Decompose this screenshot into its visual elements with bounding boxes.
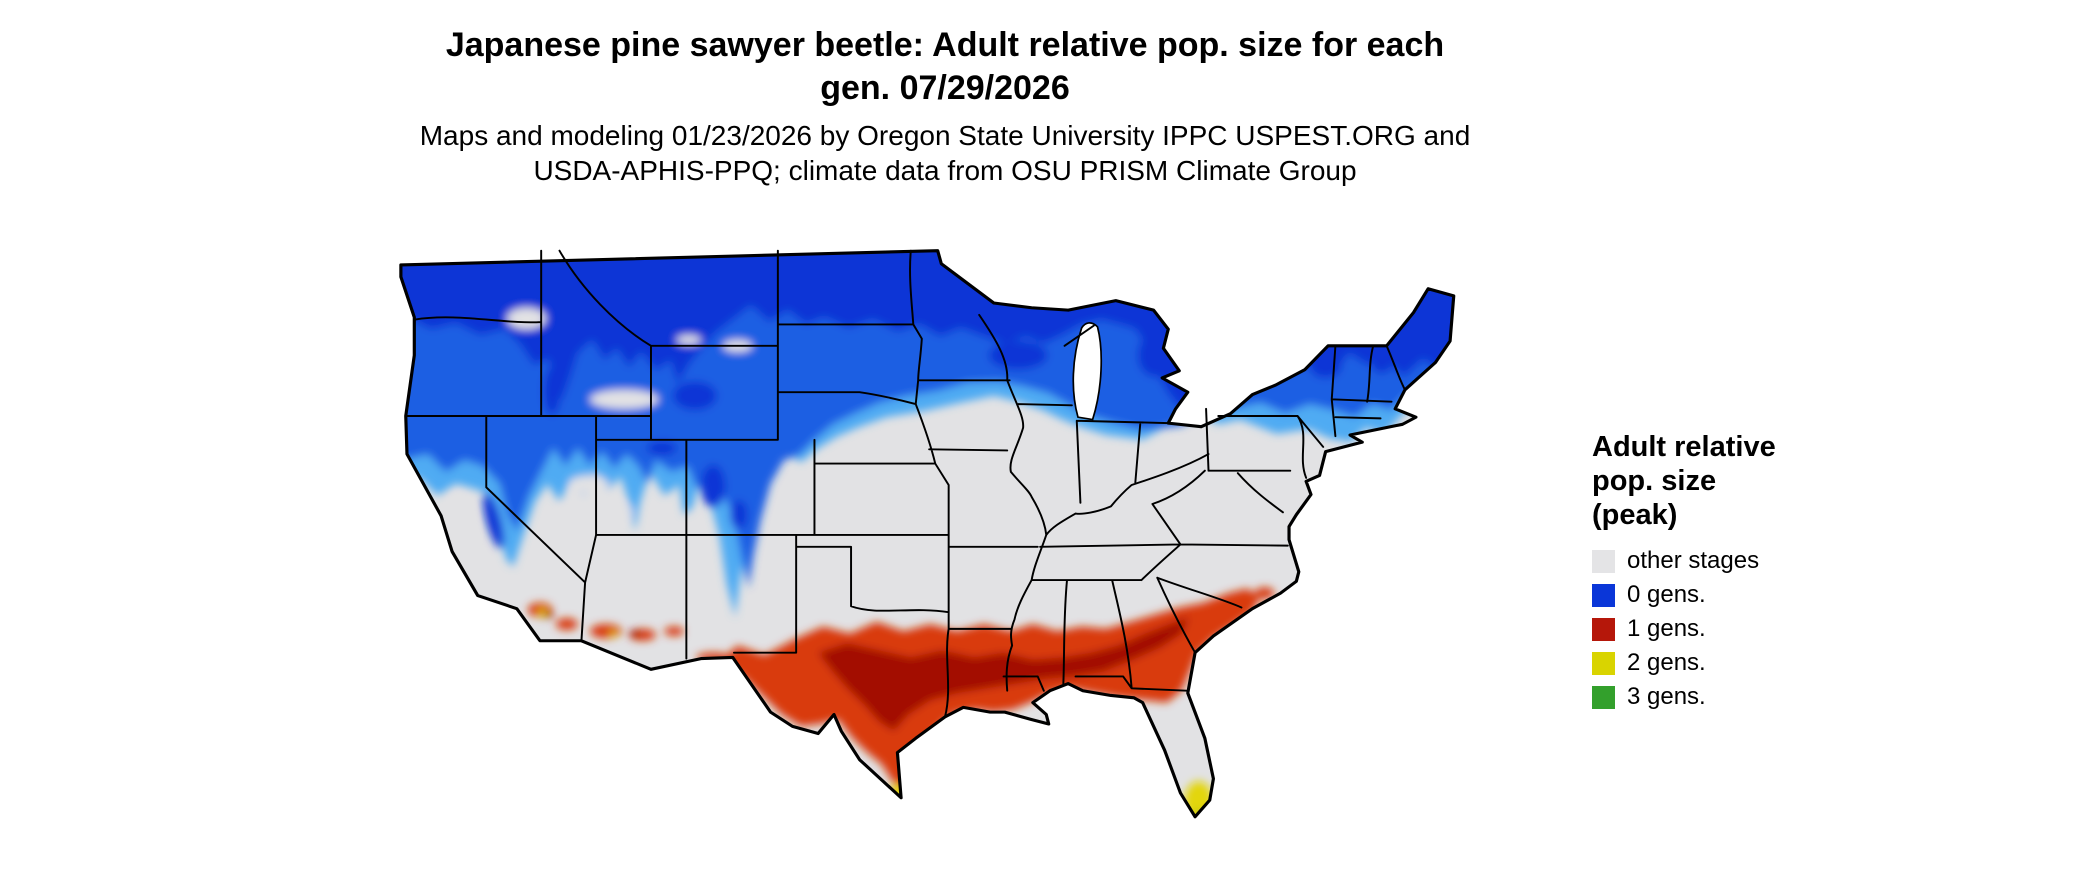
us-outline — [399, 249, 1456, 819]
map-fill-layers — [400, 250, 1454, 817]
legend-title-line-1: Adult relative — [1592, 431, 1776, 463]
legend-title-line-2: pop. size — [1592, 465, 1717, 498]
us-choropleth-map — [335, 215, 1555, 881]
legend-items: other stages 0 gens. 1 gens. 2 gens. 3 g… — [1592, 549, 2052, 710]
legend-label-other-stages: other stages — [1627, 547, 1760, 575]
legend-title-line-3: (peak) — [1592, 499, 1678, 532]
legend-item-1-gens: 1 gens. — [1592, 617, 2052, 642]
zone-1gen-dark-core — [818, 616, 1189, 732]
legend-swatch-0-gens — [1592, 583, 1615, 607]
legend-swatch-other-stages — [1592, 549, 1615, 573]
title-line-2: gen. 07/29/2026 — [820, 68, 1070, 107]
lake-michigan — [1072, 322, 1103, 421]
map-legend: Adult relative pop. size (peak) other st… — [1592, 430, 2052, 710]
subtitle-line-2: USDA-APHIS-PPQ; climate data from OSU PR… — [533, 155, 1357, 186]
legend-swatch-2-gens — [1592, 651, 1615, 675]
page-subtitle: Maps and modeling 01/23/2026 by Oregon S… — [0, 118, 1890, 188]
legend-swatch-1-gens — [1592, 617, 1615, 641]
legend-swatch-3-gens — [1592, 685, 1615, 709]
us-map-svg — [399, 249, 1456, 819]
legend-item-3-gens: 3 gens. — [1592, 685, 2052, 710]
legend-label-3-gens: 3 gens. — [1627, 683, 1706, 711]
subtitle-line-1: Maps and modeling 01/23/2026 by Oregon S… — [419, 120, 1471, 151]
legend-item-0-gens: 0 gens. — [1592, 583, 2052, 608]
legend-label-1-gens: 1 gens. — [1627, 615, 1706, 643]
legend-label-0-gens: 0 gens. — [1627, 581, 1706, 609]
zone-3gens-patches — [896, 806, 1202, 816]
zone-other-valley-patches — [453, 307, 753, 547]
state-borders — [404, 249, 1406, 718]
zone-1gen-bright — [713, 588, 1260, 796]
title-line-1: Japanese pine sawyer beetle: Adult relat… — [445, 26, 1445, 64]
legend-item-other-stages: other stages — [1592, 549, 2052, 574]
legend-item-2-gens: 2 gens. — [1592, 651, 2052, 676]
page-title: Japanese pine sawyer beetle: Adult relat… — [0, 24, 1890, 109]
legend-label-2-gens: 2 gens. — [1627, 649, 1706, 677]
